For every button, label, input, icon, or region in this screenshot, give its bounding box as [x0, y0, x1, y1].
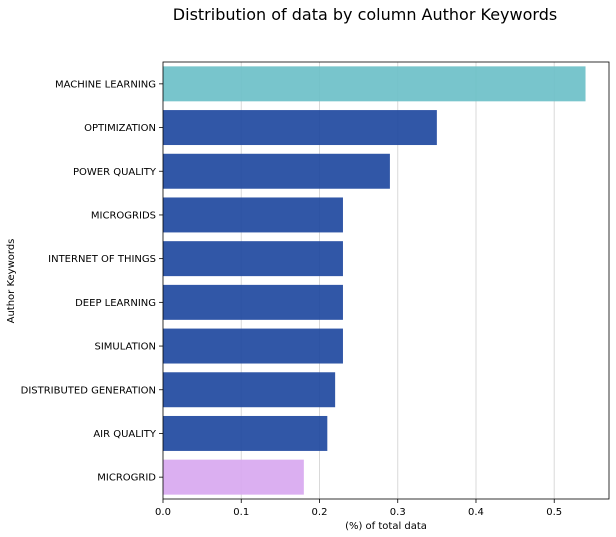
bar — [163, 372, 336, 408]
y-tick-label: DISTRIBUTED GENERATION — [21, 385, 156, 396]
bar — [163, 459, 304, 495]
x-tick-label: 0.4 — [468, 507, 484, 518]
bar — [163, 284, 343, 320]
y-tick-label: POWER QUALITY — [73, 167, 157, 178]
y-axis-label: Author Keywords — [6, 239, 17, 324]
bars — [163, 66, 586, 495]
bar — [163, 197, 343, 233]
y-tick-label: SIMULATION — [94, 342, 156, 353]
bar — [163, 110, 437, 146]
bar — [163, 415, 328, 451]
bar — [163, 241, 343, 277]
plot-frame — [162, 61, 610, 500]
y-tick-label: MICROGRID — [97, 473, 156, 484]
x-tick-label: 0.0 — [155, 507, 171, 518]
x-tick-label: 0.3 — [390, 507, 406, 518]
bar — [163, 153, 390, 189]
x-tick-label: 0.2 — [312, 507, 328, 518]
x-tick-label: 0.1 — [233, 507, 249, 518]
x-tick-labels: 0.0 0.1 0.2 0.3 0.4 0.5 — [155, 499, 562, 518]
y-tick-label: OPTIMIZATION — [84, 123, 156, 134]
y-tick-label: MACHINE LEARNING — [55, 79, 156, 90]
x-tick-label: 0.5 — [546, 507, 562, 518]
x-axis-label: (%) of total data — [345, 521, 427, 532]
chart-title: Distribution of data by column Author Ke… — [173, 5, 557, 24]
bar — [163, 328, 343, 364]
y-tick-label: INTERNET OF THINGS — [48, 254, 156, 265]
y-tick-labels: MACHINE LEARNING OPTIMIZATION POWER QUALIT… — [21, 79, 163, 484]
bar — [163, 66, 586, 102]
y-tick-label: MICROGRIDS — [91, 210, 156, 221]
y-tick-label: DEEP LEARNING — [75, 298, 156, 309]
y-tick-label: AIR QUALITY — [93, 429, 157, 440]
